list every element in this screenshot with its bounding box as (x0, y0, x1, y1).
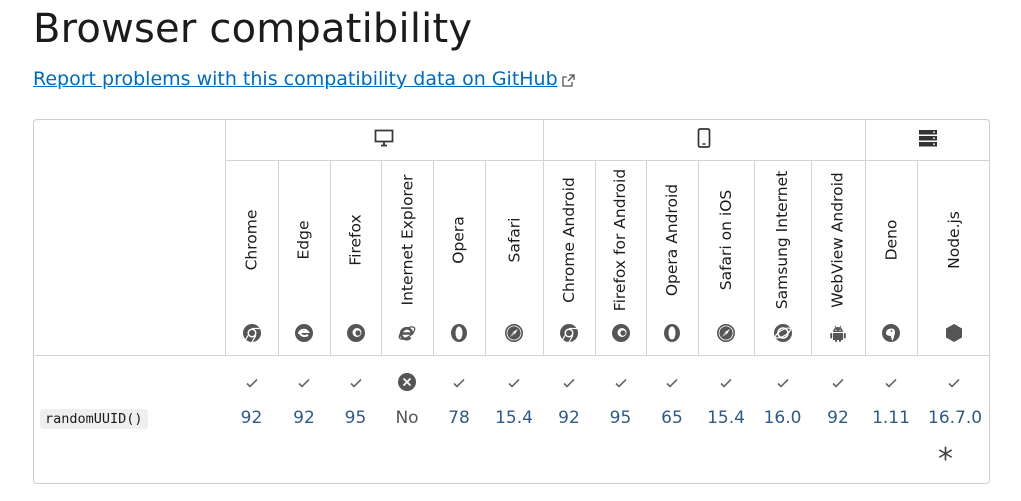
firefox-icon (611, 323, 631, 343)
opera-icon (449, 323, 469, 343)
check-icon (613, 375, 629, 391)
check-icon (296, 375, 312, 391)
browser-header: Opera (439, 216, 479, 263)
browser-name: Safari on iOS (717, 189, 736, 291)
browser-name: Safari (505, 217, 524, 263)
browser-name: Chrome (242, 209, 261, 271)
no-support-icon (397, 372, 417, 392)
android-icon (828, 323, 848, 343)
page-title: Browser compatibility (33, 6, 473, 52)
support-version[interactable]: 92 (293, 408, 315, 428)
browser-name: Edge (294, 220, 313, 260)
browser-header: Edge (284, 220, 324, 260)
safari-icon (716, 323, 736, 343)
support-version[interactable]: 92 (240, 408, 263, 428)
check-icon (664, 375, 680, 391)
check-icon (946, 375, 962, 391)
opera-icon (662, 323, 682, 343)
browser-name: Deno (882, 219, 900, 261)
desktop-icon (374, 129, 394, 151)
browser-header: Chrome Android (549, 177, 589, 303)
support-version[interactable]: 65 (661, 408, 683, 428)
browser-name: Internet Explorer (398, 174, 417, 306)
browser-name: Chrome Android (560, 177, 578, 303)
support-version[interactable]: 15.4 (707, 408, 745, 428)
chrome-icon (242, 323, 262, 343)
support-version[interactable]: 92 (827, 408, 849, 428)
browser-name: Opera Android (663, 183, 681, 297)
browser-header: Firefox (336, 214, 376, 265)
support-version[interactable]: 78 (448, 408, 470, 428)
browser-header: Node.js (934, 211, 974, 269)
check-icon (348, 375, 364, 391)
browser-header: WebView Android (818, 172, 858, 307)
internet-explorer-icon (397, 323, 417, 343)
browser-name: Firefox for Android (611, 168, 630, 312)
platform-mobile (543, 120, 865, 160)
browser-name: Firefox (346, 214, 365, 266)
support-version[interactable]: No (395, 408, 419, 428)
browser-header: Firefox for Android (601, 169, 641, 311)
check-icon (883, 375, 899, 391)
support-version[interactable]: 95 (344, 408, 367, 428)
mobile-icon (697, 128, 711, 152)
nodejs-icon (944, 323, 964, 343)
support-version[interactable]: 16.0 (763, 408, 802, 428)
check-icon (775, 375, 791, 391)
support-version[interactable]: 15.4 (495, 408, 533, 428)
browser-header: Chrome (232, 210, 272, 271)
compatibility-table: Chrome Edge Firefox Internet Explorer Opera S… (33, 119, 990, 484)
check-icon (830, 375, 846, 391)
server-icon (918, 129, 938, 151)
browser-header: Safari on iOS (706, 190, 746, 290)
samsung-internet-icon (773, 323, 793, 343)
browser-name: Opera (450, 216, 469, 264)
browser-name: Node.js (945, 211, 964, 269)
report-problems-link[interactable]: Report problems with this compatibility … (33, 68, 575, 92)
edge-icon (294, 323, 314, 343)
safari-icon (504, 323, 524, 343)
external-link-icon (562, 70, 575, 92)
browser-header: Opera Android (652, 184, 692, 296)
feature-name: randomUUID() (40, 409, 148, 429)
browser-header: Samsung Internet (763, 171, 803, 309)
deno-icon (881, 323, 901, 343)
browser-header: Deno (871, 219, 911, 261)
platform-server (865, 120, 989, 160)
check-icon (561, 375, 577, 391)
chrome-icon (559, 323, 579, 343)
support-version[interactable]: 95 (609, 408, 632, 428)
browser-name: Samsung Internet (773, 170, 792, 310)
browser-name: WebView Android (829, 172, 847, 308)
firefox-icon (346, 323, 366, 343)
platform-desktop (225, 120, 543, 160)
check-icon (244, 375, 260, 391)
note-asterisk[interactable]: * (938, 442, 953, 477)
support-version[interactable]: 16.7.0 (928, 408, 983, 428)
browser-header: Internet Explorer (387, 174, 427, 305)
support-version[interactable]: 1.11 (872, 408, 910, 428)
check-icon (451, 375, 467, 391)
check-icon (718, 375, 734, 391)
check-icon (506, 375, 522, 391)
browser-header: Safari (494, 217, 534, 263)
report-problems-link-text: Report problems with this compatibility … (33, 68, 558, 90)
support-version[interactable]: 92 (558, 408, 580, 428)
